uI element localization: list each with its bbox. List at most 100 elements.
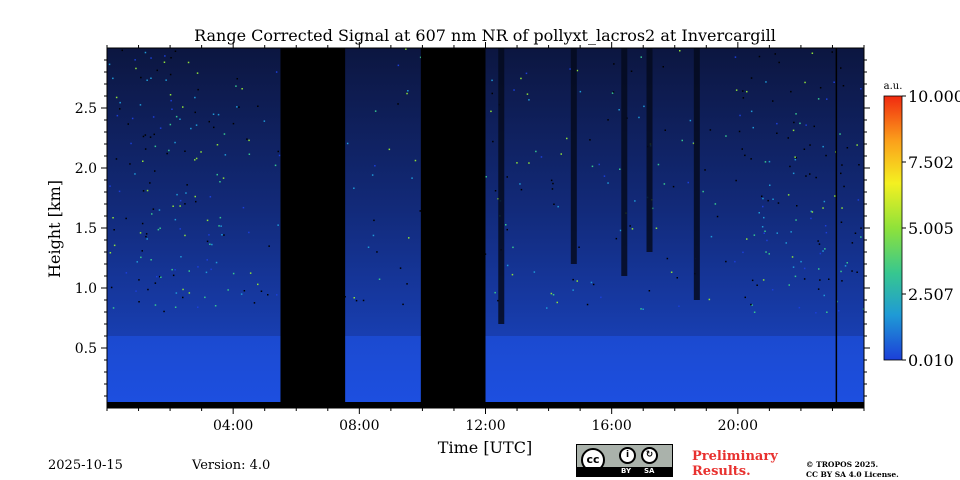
- signal-speckle: [591, 165, 594, 168]
- signal-speckle: [651, 207, 654, 210]
- signal-speckle: [221, 234, 223, 236]
- signal-speckle: [767, 199, 769, 202]
- attenuation-streak: [621, 48, 628, 276]
- colorbar-tick-label: 7.502: [908, 153, 954, 172]
- signal-speckle: [497, 198, 499, 200]
- signal-speckle: [376, 251, 378, 253]
- signal-speckle: [355, 299, 358, 302]
- signal-speckle: [165, 79, 167, 81]
- signal-speckle: [789, 165, 791, 168]
- signal-speckle: [586, 303, 589, 306]
- signal-speckle: [154, 145, 157, 148]
- signal-speckle: [618, 109, 620, 111]
- signal-speckle: [150, 57, 152, 59]
- signal-speckle: [815, 176, 817, 179]
- no-data-interval: [420, 48, 486, 408]
- signal-speckle: [664, 129, 666, 131]
- signal-speckle: [592, 283, 595, 286]
- signal-speckle: [215, 261, 218, 264]
- license-badge[interactable]: cc i ↻ BY SA: [576, 444, 673, 477]
- signal-speckle: [746, 238, 748, 240]
- date-label: 2025-10-15: [48, 458, 123, 473]
- signal-speckle: [150, 259, 152, 261]
- signal-speckle: [774, 53, 776, 55]
- signal-speckle: [146, 79, 148, 81]
- signal-speckle: [525, 72, 528, 75]
- signal-speckle: [860, 227, 862, 229]
- signal-speckle: [108, 63, 111, 66]
- signal-speckle: [127, 123, 129, 125]
- signal-speckle: [794, 275, 797, 278]
- colorbar-tick-label: 0.010: [908, 351, 954, 370]
- signal-speckle: [738, 130, 741, 133]
- signal-speckle: [138, 301, 140, 303]
- signal-speckle: [110, 286, 113, 289]
- signal-speckle: [826, 98, 828, 100]
- by-icon: i: [619, 447, 636, 464]
- signal-speckle: [176, 193, 178, 196]
- signal-speckle: [566, 137, 568, 140]
- signal-speckle: [528, 162, 530, 164]
- signal-speckle: [213, 126, 215, 129]
- signal-speckle: [175, 115, 178, 118]
- signal-speckle: [200, 151, 202, 153]
- signal-speckle: [184, 234, 186, 237]
- signal-speckle: [174, 141, 176, 144]
- signal-speckle: [144, 51, 147, 54]
- signal-speckle: [182, 106, 184, 108]
- signal-speckle: [825, 231, 828, 234]
- signal-speckle: [172, 274, 175, 277]
- signal-speckle: [187, 61, 190, 64]
- signal-speckle: [540, 156, 543, 158]
- signal-speckle: [406, 92, 408, 95]
- signal-speckle: [109, 252, 112, 254]
- signal-speckle: [799, 122, 801, 125]
- preliminary-note: Preliminary Results.: [692, 449, 778, 479]
- signal-speckle: [402, 303, 404, 306]
- signal-speckle: [160, 276, 162, 278]
- signal-speckle: [634, 200, 636, 202]
- signal-speckle: [851, 270, 853, 272]
- signal-speckle: [520, 77, 522, 80]
- signal-speckle: [223, 234, 225, 236]
- signal-speckle: [823, 294, 825, 297]
- x-axis-label: Time [UTC]: [438, 438, 532, 457]
- signal-speckle: [194, 195, 196, 198]
- signal-speckle: [572, 278, 574, 281]
- signal-speckle: [589, 139, 591, 141]
- signal-speckle: [147, 288, 149, 291]
- signal-speckle: [267, 294, 269, 296]
- signal-speckle: [236, 78, 238, 80]
- signal-speckle: [841, 164, 843, 166]
- signal-speckle: [603, 175, 606, 177]
- signal-speckle: [839, 133, 841, 135]
- signal-speckle: [557, 205, 559, 208]
- x-tick-label: 04:00: [213, 418, 253, 434]
- signal-speckle: [631, 228, 634, 230]
- version-label: Version: 4.0: [192, 458, 271, 473]
- signal-speckle: [249, 272, 252, 274]
- signal-speckle: [662, 66, 664, 68]
- signal-speckle: [171, 268, 173, 271]
- signal-speckle: [154, 282, 157, 284]
- signal-speckle: [795, 157, 797, 159]
- signal-speckle: [140, 76, 142, 79]
- signal-speckle: [817, 98, 820, 100]
- signal-speckle: [169, 123, 172, 126]
- signal-speckle: [858, 164, 860, 166]
- signal-speckle: [268, 245, 270, 247]
- signal-speckle: [520, 188, 523, 191]
- attenuation-streak: [498, 48, 505, 324]
- signal-speckle: [219, 216, 222, 219]
- signal-speckle: [145, 235, 147, 238]
- heatmap-layer: [107, 48, 865, 408]
- signal-speckle: [135, 290, 137, 292]
- signal-speckle: [600, 296, 602, 299]
- signal-speckle: [815, 312, 817, 314]
- colorbar-tick-label: 5.005: [908, 219, 954, 238]
- y-tick-label: 0.5: [75, 341, 97, 357]
- signal-speckle: [492, 140, 494, 143]
- signal-speckle: [197, 266, 199, 268]
- signal-speckle: [388, 148, 391, 151]
- x-axis: 04:00 08:00 12:00 16:00 20:00: [106, 42, 865, 434]
